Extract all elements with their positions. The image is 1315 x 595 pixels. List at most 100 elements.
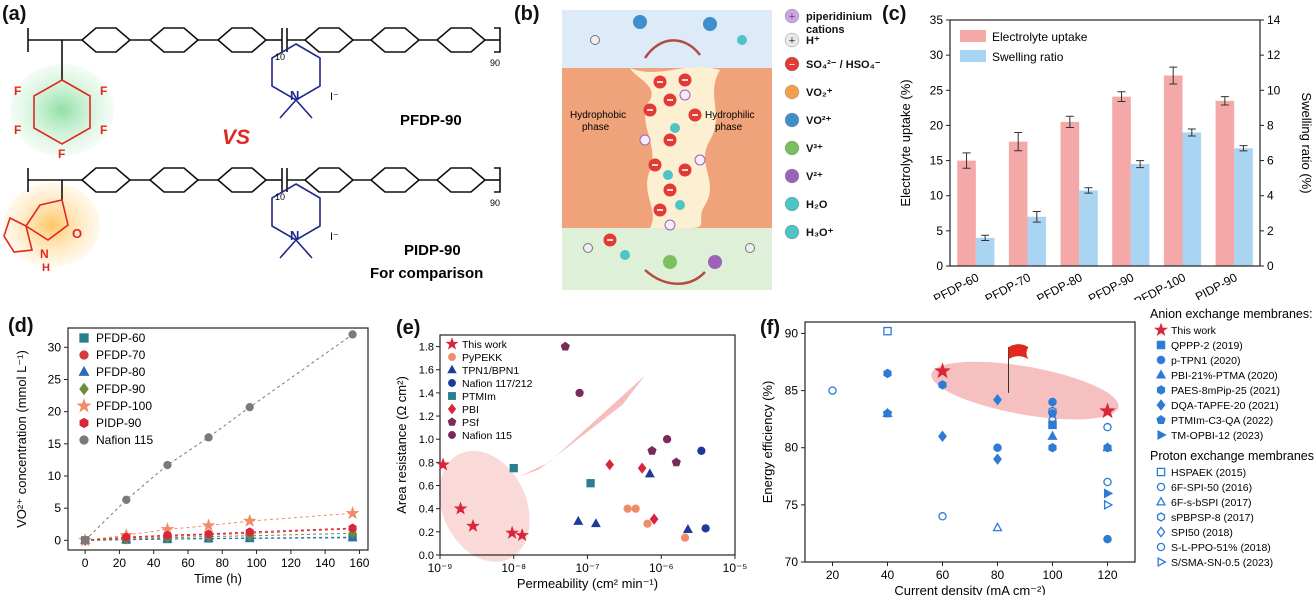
panel-a: (a) F F [2, 3, 501, 282]
piperidinium-ion [679, 89, 691, 101]
legend-marker [448, 431, 456, 439]
bar-electrolyte-uptake [1060, 121, 1080, 267]
y-tick-label: 15 [48, 437, 62, 451]
legend-label: PFDP-90 [96, 382, 146, 396]
legend-ion-swatch [784, 196, 800, 212]
y-tick-label: 25 [48, 372, 62, 386]
data-point [1099, 402, 1116, 419]
data-point [828, 386, 837, 395]
x-tick-label: 140 [315, 556, 335, 570]
y-tick-label: 90 [785, 326, 799, 340]
y-tick-label: 0.4 [419, 504, 434, 516]
legend-label: PIDP-90 [96, 416, 142, 430]
legend-marker [1153, 322, 1169, 336]
data-point [163, 460, 172, 470]
legend-label: PBI [462, 404, 479, 416]
y-tick-label: 1.6 [419, 365, 434, 377]
legend-label: PFDP-70 [96, 348, 146, 362]
legend-label: Nafion 117/212 [462, 378, 533, 390]
panel-b-letter: (b) [514, 3, 540, 25]
error-bar [1187, 128, 1196, 137]
legend-marker [1156, 467, 1166, 477]
y-tick-label: 75 [785, 498, 799, 512]
data-point [590, 518, 601, 528]
error-bar [962, 152, 971, 169]
crossover-arrow-top [643, 39, 701, 59]
legend-ion-swatch [784, 224, 800, 240]
comparison-label: For comparison [370, 265, 483, 282]
legend-ion-label: H⁺ [806, 35, 820, 47]
bar-electrolyte-uptake [1215, 100, 1235, 266]
proton [590, 35, 600, 45]
legend-label: PTMIm [462, 391, 496, 403]
error-bar [981, 234, 990, 242]
n-plus-b: N [290, 228, 299, 243]
legend-label: This work [1171, 325, 1217, 337]
nh-h-label: H [42, 262, 50, 274]
data-point [1103, 534, 1112, 544]
legend-label: TPN1/BPN1 [462, 365, 519, 377]
y-tick-label: 30 [48, 340, 62, 354]
water-molecule [620, 250, 630, 260]
data-point [204, 529, 213, 539]
x-axis-label: Permeability (cm² min⁻¹) [517, 576, 658, 591]
data-point [466, 518, 480, 532]
vanadium-ion [663, 255, 677, 269]
y-tick-label: 5 [54, 501, 61, 515]
data-point [122, 532, 131, 542]
x-tick-label: PIDP-90 [1193, 270, 1240, 300]
error-bar [1239, 145, 1248, 152]
bar-electrolyte-uptake [1112, 96, 1131, 267]
x-tick-label: PFDP-90 [1086, 270, 1136, 300]
data-point [348, 523, 357, 533]
fit-line [85, 537, 353, 541]
data-point [680, 533, 690, 542]
legend-ion-sign: + [789, 35, 795, 47]
this-work-highlight [439, 450, 530, 562]
legend-marker [78, 365, 90, 376]
y-tick-label: 15 [930, 154, 944, 168]
pfdp-90-label: PFDP-90 [400, 112, 462, 129]
data-point [1103, 422, 1112, 432]
bar-electrolyte-uptake [1163, 75, 1183, 266]
y-tick-label: 5 [936, 224, 943, 238]
legend-marker [448, 353, 456, 361]
data-point [1103, 443, 1112, 453]
x-tick-label: PFDP-60 [931, 270, 981, 300]
y-axis-label: Energy efficiency (%) [760, 381, 775, 504]
data-point [515, 528, 530, 542]
fit-line [85, 528, 353, 541]
legend-ion-label: VO²⁺ [806, 115, 832, 127]
data-point [637, 462, 647, 474]
legend-label: p-TPN1 (2020) [1171, 355, 1240, 367]
y2-tick-label: 14 [1267, 13, 1281, 27]
legend-marker [445, 337, 459, 350]
svg-text:F: F [100, 123, 107, 137]
data-point [1103, 488, 1114, 499]
legend-ion-label: H₃O⁺ [806, 227, 834, 239]
y-tick-label: 30 [930, 48, 944, 62]
legend-marker [448, 379, 456, 387]
vanadium-ion [703, 17, 717, 31]
data-point [1047, 430, 1058, 440]
legend-swatch [960, 30, 986, 42]
legend-ion-label: H₂O [806, 199, 828, 211]
sub-90-b: 90 [490, 198, 500, 208]
legend-marker [79, 382, 89, 396]
x-tick-label: 100 [1042, 568, 1062, 582]
data-point [1048, 413, 1057, 425]
pfdp-90-structure [10, 27, 501, 156]
legend-ion-label: piperidinium [806, 11, 872, 23]
x-tick-label: 10⁻⁷ [575, 561, 599, 575]
legend-label: Nafion 115 [462, 430, 512, 442]
legend-ion-label: V²⁺ [806, 171, 823, 183]
y-tick-label: 20 [48, 405, 62, 419]
legend-label: PAES-8mPip-25 (2021) [1171, 385, 1280, 397]
data-point [643, 519, 652, 528]
legend-label: Electrolyte uptake [992, 30, 1088, 44]
legend-ion-label: VO₂⁺ [806, 87, 833, 99]
legend-ion-sign: + [789, 11, 795, 23]
legend-label: sPBPSP-8 (2017) [1171, 512, 1254, 524]
data-point [938, 380, 947, 390]
